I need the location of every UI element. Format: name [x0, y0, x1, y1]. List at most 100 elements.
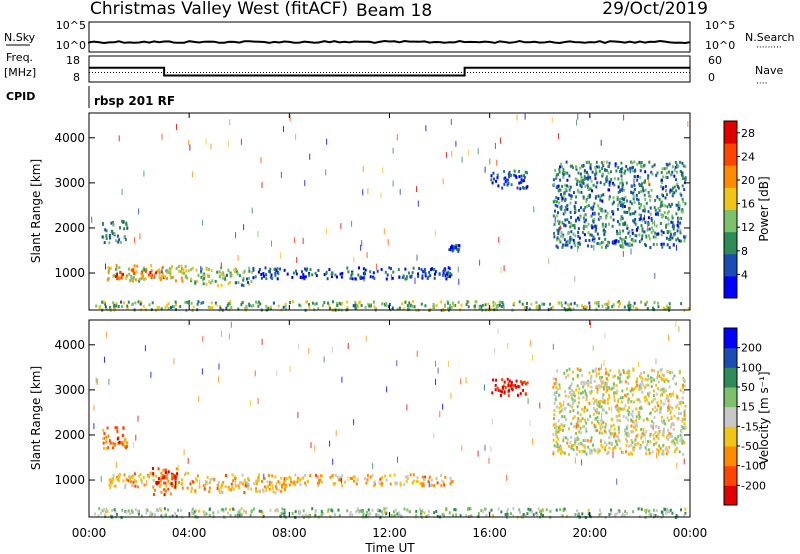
- data-cell: [182, 268, 185, 272]
- data-cell: [642, 418, 645, 422]
- data-cell: [291, 275, 294, 279]
- data-cell: [650, 188, 653, 192]
- data-cell: [569, 194, 572, 198]
- data-cell: [594, 225, 597, 229]
- data-cell: [331, 474, 334, 477]
- data-cell: [131, 279, 134, 283]
- data-cell: [112, 474, 115, 478]
- x-tick-label: 00:00: [72, 526, 107, 540]
- data-cell: [170, 276, 173, 280]
- data-cell: [575, 447, 578, 451]
- data-cell: [555, 200, 558, 204]
- data-cell: [308, 347, 310, 354]
- data-cell: [103, 300, 106, 304]
- data-cell: [560, 404, 563, 408]
- data-cell: [647, 383, 650, 387]
- data-cell: [105, 234, 108, 238]
- data-cell: [112, 223, 115, 227]
- data-cell: [212, 511, 215, 515]
- data-cell: [669, 394, 672, 398]
- data-cell: [573, 211, 576, 215]
- data-cell: [575, 165, 578, 169]
- data-cell: [574, 440, 577, 444]
- data-cell: [104, 305, 107, 309]
- data-cell: [425, 125, 427, 132]
- data-cell: [356, 509, 359, 512]
- data-cell: [512, 507, 515, 511]
- data-cell: [517, 393, 519, 397]
- data-cell: [151, 301, 154, 305]
- data-cell: [240, 507, 243, 511]
- cpid-label: CPID: [6, 90, 35, 103]
- data-cell: [360, 304, 363, 307]
- data-cell: [276, 267, 279, 271]
- data-cell: [103, 446, 105, 450]
- nsky-strip: [88, 21, 691, 53]
- data-cell: [200, 266, 202, 272]
- data-cell: [655, 392, 658, 396]
- data-cell: [638, 206, 641, 210]
- data-cell: [393, 473, 396, 477]
- data-cell: [645, 201, 648, 205]
- data-cell: [109, 478, 112, 482]
- data-cell: [644, 188, 647, 192]
- data-cell: [670, 220, 673, 224]
- data-cell: [591, 189, 593, 193]
- data-cell: [449, 477, 452, 480]
- data-cell: [517, 384, 520, 388]
- data-cell: [305, 300, 308, 304]
- data-cell: [631, 243, 634, 247]
- data-cell: [137, 415, 139, 422]
- data-cell: [143, 268, 146, 272]
- data-cell: [96, 378, 98, 385]
- data-cell: [581, 407, 584, 411]
- data-cell: [190, 509, 193, 513]
- data-cell: [561, 407, 564, 411]
- data-cell: [309, 153, 311, 160]
- data-cell: [638, 233, 641, 237]
- data-cell: [160, 475, 163, 479]
- data-cell: [332, 482, 335, 485]
- data-cell: [524, 392, 527, 396]
- data-cell: [426, 514, 429, 518]
- data-cell: [539, 402, 541, 409]
- data-cell: [220, 262, 222, 269]
- data-cell: [638, 415, 641, 419]
- data-cell: [528, 307, 531, 311]
- data-cell: [564, 394, 567, 398]
- data-cell: [557, 232, 560, 235]
- data-cell: [630, 191, 633, 194]
- data-cell: [654, 441, 657, 445]
- data-cell: [680, 216, 683, 220]
- data-cell: [519, 511, 522, 515]
- data-cell: [423, 511, 426, 515]
- data-cell: [381, 476, 384, 479]
- data-cell: [427, 509, 430, 513]
- data-cell: [421, 274, 424, 278]
- data-cell: [581, 390, 584, 394]
- data-cell: [311, 301, 314, 305]
- data-cell: [255, 480, 258, 484]
- data-cell: [608, 181, 611, 184]
- data-cell: [619, 407, 622, 411]
- data-cell: [586, 305, 589, 309]
- data-cell: [557, 448, 560, 452]
- data-cell: [631, 452, 634, 456]
- data-cell: [576, 179, 579, 183]
- data-cell: [681, 439, 684, 443]
- data-cell: [605, 411, 608, 415]
- data-cell: [667, 509, 670, 513]
- data-cell: [638, 374, 641, 378]
- data-cell: [647, 394, 650, 398]
- data-cell: [578, 236, 581, 240]
- data-cell: [668, 237, 671, 241]
- data-cell: [520, 174, 523, 178]
- data-cell: [399, 188, 401, 195]
- data-cell: [614, 164, 617, 168]
- data-cell: [672, 243, 675, 247]
- data-cell: [139, 478, 142, 482]
- data-cell: [619, 188, 622, 192]
- data-cell: [671, 392, 674, 396]
- data-cell: [123, 235, 126, 238]
